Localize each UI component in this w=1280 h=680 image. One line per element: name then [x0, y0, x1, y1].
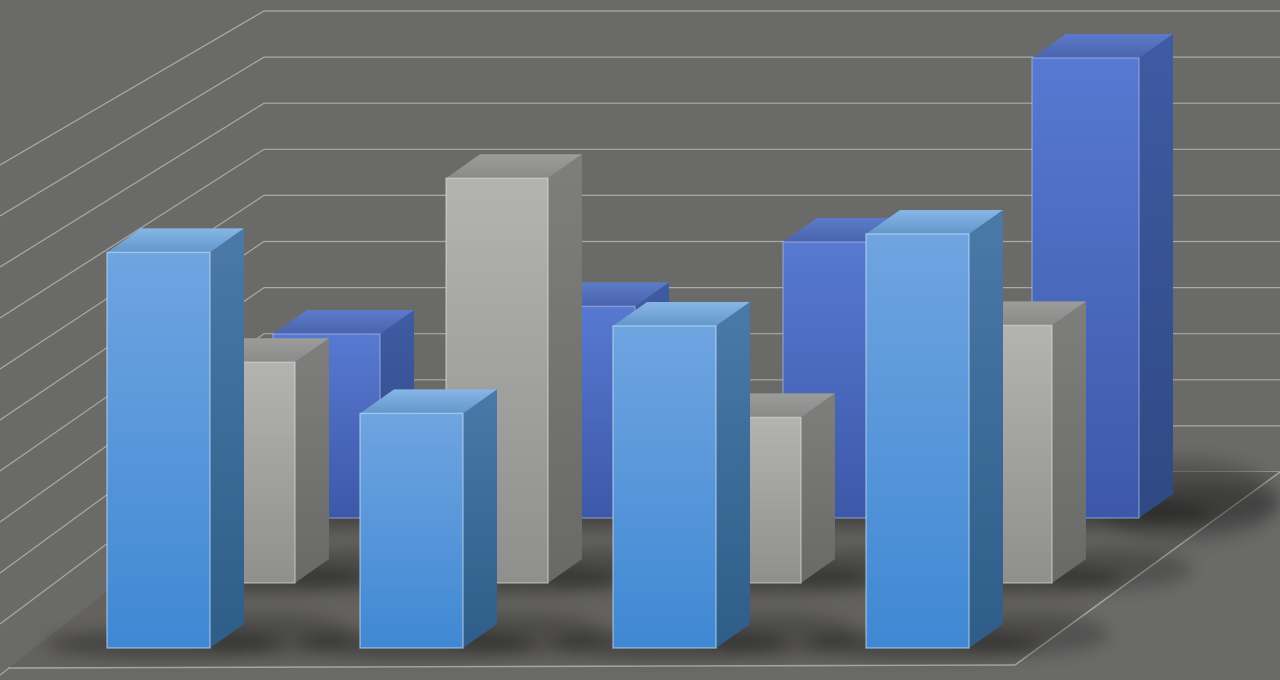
gridline: [0, 10, 1280, 166]
gridline: [0, 148, 1280, 319]
bar-side-face: [548, 154, 582, 583]
bar-front-face: [106, 251, 211, 649]
bar-front-group-3: [612, 302, 750, 649]
gridline: [0, 102, 1280, 268]
bar-top-face: [866, 210, 1003, 234]
bar-front-group-1: [106, 228, 244, 649]
bar-top-face: [1032, 34, 1173, 58]
bar-top-face: [107, 228, 244, 253]
bar-side-face: [463, 389, 497, 648]
bar-front-face: [612, 325, 717, 649]
bar-side-face: [210, 228, 244, 648]
bar-side-face: [716, 302, 750, 648]
bar-side-face: [801, 393, 835, 583]
bar-front-face: [865, 233, 970, 649]
bar-top-face: [613, 302, 750, 326]
bar-side-face: [295, 338, 329, 583]
gridline: [0, 56, 1280, 217]
bar-side-face: [969, 210, 1003, 648]
bar-front-group-4: [865, 210, 1003, 649]
gridline: [0, 194, 1280, 370]
bar-side-face: [1052, 301, 1086, 583]
bar-front-face: [359, 412, 464, 649]
bar-top-face: [446, 154, 582, 179]
bar-top-face: [360, 389, 497, 414]
bar-top-face: [273, 310, 414, 334]
floor-front-edge: [7, 664, 1016, 669]
bar-side-face: [1139, 34, 1173, 518]
bar-front-group-2: [359, 389, 497, 649]
